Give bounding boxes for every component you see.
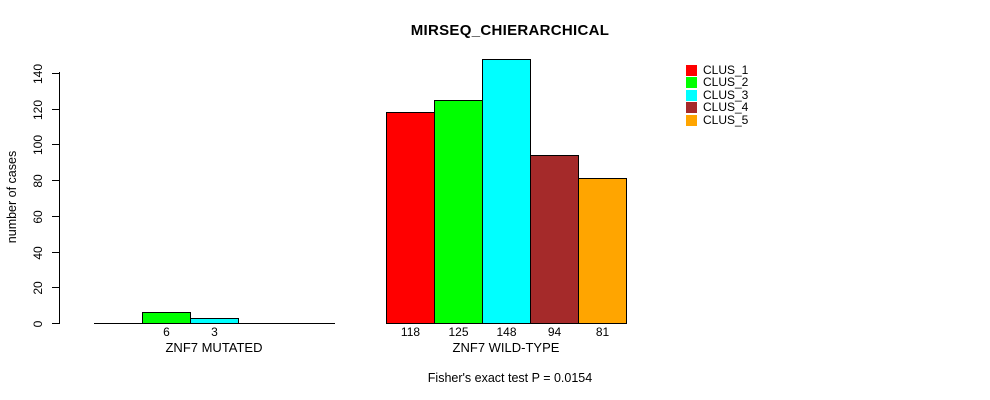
- y-tick: [52, 109, 60, 110]
- y-tick: [52, 180, 60, 181]
- y-tick: [52, 144, 60, 145]
- bar: [94, 323, 143, 324]
- y-tick: [52, 323, 60, 324]
- bar: [238, 323, 287, 324]
- bar: [386, 112, 435, 324]
- bar: [578, 178, 627, 324]
- bar: [190, 318, 239, 324]
- legend-swatch: [686, 114, 697, 126]
- legend-item: CLUS_2: [686, 75, 749, 90]
- legend-label: CLUS_3: [703, 87, 749, 102]
- x-group-label-wildtype: ZNF7 WILD-TYPE: [452, 340, 560, 355]
- bar: [286, 323, 335, 324]
- legend-item: CLUS_5: [686, 112, 749, 127]
- legend-item: CLUS_3: [686, 87, 749, 102]
- chart-title: MIRSEQ_CHIERARCHICAL: [410, 22, 610, 39]
- bar-value-label: 3: [211, 325, 218, 339]
- y-tick: [52, 252, 60, 253]
- legend-swatch: [686, 89, 697, 101]
- x-group-label-mutated: ZNF7 MUTATED: [165, 340, 263, 355]
- legend-label: CLUS_5: [703, 112, 749, 127]
- legend-swatch: [686, 65, 697, 76]
- legend-label: CLUS_4: [703, 100, 749, 115]
- bar-value-label: 118: [400, 325, 421, 339]
- legend-swatch: [686, 77, 697, 89]
- y-tick-label: 120: [31, 99, 45, 120]
- y-tick-label: 100: [31, 134, 45, 155]
- legend-label: CLUS_2: [703, 75, 749, 90]
- bar-value-label: 125: [448, 325, 469, 339]
- bar-value-label: 148: [496, 325, 517, 339]
- bar: [530, 155, 579, 324]
- y-tick: [52, 216, 60, 217]
- y-tick-label: 20: [31, 280, 45, 295]
- legend: CLUS_1 CLUS_2 CLUS_3 CLUS_4 CLUS_5: [686, 63, 749, 127]
- bar: [482, 59, 531, 324]
- legend-label: CLUS_1: [703, 63, 749, 77]
- legend-item: CLUS_4: [686, 100, 749, 115]
- bar-value-label: 6: [163, 325, 170, 339]
- y-tick-label: 60: [31, 209, 45, 224]
- bar: [142, 312, 191, 324]
- y-tick: [52, 287, 60, 288]
- y-tick-label: 40: [31, 245, 45, 260]
- y-tick-label: 80: [31, 173, 45, 188]
- fisher-test-note: Fisher's exact test P = 0.0154: [427, 371, 593, 385]
- legend-item: CLUS_1: [686, 63, 749, 77]
- y-tick-label: 140: [31, 63, 45, 84]
- y-tick: [52, 73, 60, 74]
- y-axis-line: [59, 72, 60, 324]
- legend-swatch: [686, 102, 697, 114]
- bar-value-label: 81: [595, 325, 610, 339]
- y-tick-label: 0: [31, 320, 45, 327]
- bar-value-label: 94: [547, 325, 562, 339]
- bar: [434, 100, 483, 324]
